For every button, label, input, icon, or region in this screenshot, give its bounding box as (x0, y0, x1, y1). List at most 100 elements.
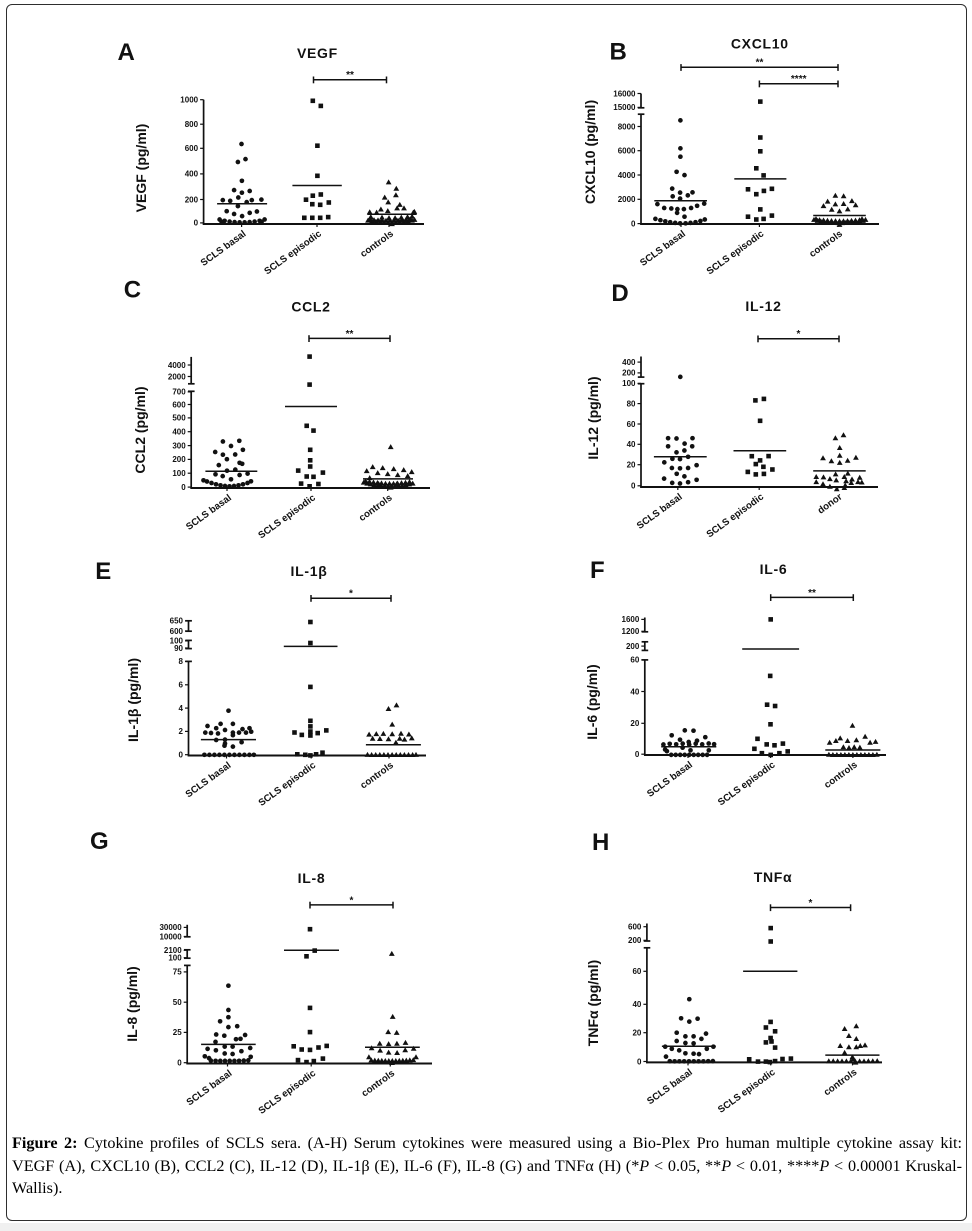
svg-text:controls: controls (807, 229, 844, 260)
svg-text:E: E (95, 558, 111, 585)
svg-text:****: **** (791, 74, 807, 85)
svg-text:2100: 2100 (164, 946, 182, 955)
svg-text:400: 400 (622, 358, 636, 367)
svg-text:SCLS episodic: SCLS episodic (705, 491, 767, 540)
svg-text:SCLS basal: SCLS basal (185, 1068, 235, 1108)
svg-text:500: 500 (172, 414, 186, 423)
svg-text:20: 20 (632, 1029, 641, 1038)
svg-text:600: 600 (185, 144, 199, 153)
svg-text:15000: 15000 (613, 103, 636, 112)
svg-text:2: 2 (179, 727, 184, 736)
svg-text:40: 40 (630, 687, 639, 696)
svg-text:0: 0 (631, 482, 636, 491)
svg-text:CCL2: CCL2 (291, 299, 330, 315)
svg-text:0: 0 (635, 750, 640, 759)
svg-text:50: 50 (173, 998, 182, 1007)
svg-text:650: 650 (170, 617, 184, 626)
svg-text:SCLS episodic: SCLS episodic (705, 228, 767, 277)
svg-text:0: 0 (637, 1057, 642, 1066)
svg-text:600: 600 (170, 627, 184, 636)
svg-text:0: 0 (194, 219, 199, 228)
svg-text:4: 4 (179, 704, 184, 713)
svg-text:*: * (350, 895, 354, 906)
svg-text:G: G (90, 828, 109, 855)
svg-text:600: 600 (172, 400, 186, 409)
svg-text:IL-1β (pg/ml): IL-1β (pg/ml) (125, 658, 141, 742)
svg-text:100: 100 (622, 379, 636, 388)
svg-text:SCLS episodic: SCLS episodic (257, 760, 319, 809)
svg-text:B: B (610, 38, 627, 65)
svg-text:60: 60 (632, 967, 641, 976)
svg-text:controls: controls (822, 1067, 859, 1098)
svg-text:60: 60 (627, 420, 636, 429)
svg-text:*: * (809, 898, 813, 909)
svg-text:controls: controls (822, 759, 859, 790)
svg-text:VEGF: VEGF (297, 45, 338, 61)
svg-text:CXCL10 (pg/ml): CXCL10 (pg/ml) (582, 100, 598, 204)
svg-text:IL-1β: IL-1β (291, 563, 328, 579)
svg-text:300: 300 (172, 441, 186, 450)
svg-text:20: 20 (630, 719, 639, 728)
svg-text:SCLS basal: SCLS basal (184, 760, 234, 800)
svg-text:*: * (349, 589, 353, 600)
svg-text:controls: controls (358, 229, 395, 260)
svg-text:20: 20 (627, 461, 636, 470)
svg-text:A: A (118, 39, 135, 66)
svg-text:200: 200 (172, 455, 186, 464)
svg-text:1600: 1600 (622, 615, 640, 624)
svg-text:TNFα: TNFα (754, 869, 793, 885)
svg-text:SCLS episodic: SCLS episodic (256, 492, 318, 541)
svg-text:controls: controls (357, 493, 394, 524)
svg-text:IL-6: IL-6 (760, 561, 788, 577)
svg-text:**: ** (346, 70, 354, 81)
svg-text:TNFα (pg/ml): TNFα (pg/ml) (585, 960, 601, 1046)
svg-text:16000: 16000 (613, 89, 636, 98)
svg-text:60: 60 (630, 656, 639, 665)
svg-text:700: 700 (172, 388, 186, 397)
svg-text:200: 200 (626, 642, 640, 651)
svg-text:400: 400 (172, 428, 186, 437)
svg-text:**: ** (756, 58, 764, 69)
svg-text:SCLS episodic: SCLS episodic (716, 759, 778, 808)
svg-text:0: 0 (631, 219, 636, 228)
svg-text:8: 8 (179, 657, 184, 666)
svg-text:8000: 8000 (618, 122, 636, 131)
svg-text:D: D (611, 280, 628, 307)
svg-text:SCLS episodic: SCLS episodic (257, 1068, 319, 1117)
svg-text:4000: 4000 (168, 361, 186, 370)
svg-text:600: 600 (628, 923, 642, 932)
svg-text:0: 0 (181, 483, 186, 492)
svg-text:SCLS basal: SCLS basal (635, 492, 685, 532)
svg-text:200: 200 (628, 936, 642, 945)
svg-text:40: 40 (627, 440, 636, 449)
svg-text:IL-6 (pg/ml): IL-6 (pg/ml) (584, 664, 600, 739)
svg-text:controls: controls (360, 1068, 397, 1099)
svg-text:2000: 2000 (618, 195, 636, 204)
svg-text:100: 100 (168, 954, 182, 963)
svg-text:200: 200 (622, 369, 636, 378)
svg-text:4000: 4000 (618, 171, 636, 180)
svg-text:VEGF (pg/ml): VEGF (pg/ml) (133, 124, 149, 213)
svg-text:H: H (592, 829, 609, 856)
svg-text:6: 6 (179, 681, 184, 690)
svg-text:C: C (124, 277, 141, 304)
svg-text:30000: 30000 (159, 923, 182, 932)
svg-text:SCLS basal: SCLS basal (199, 229, 249, 269)
svg-text:400: 400 (185, 170, 199, 179)
svg-text:SCLS basal: SCLS basal (638, 229, 688, 269)
svg-text:IL-12: IL-12 (745, 298, 781, 314)
svg-text:6000: 6000 (618, 147, 636, 156)
svg-text:1200: 1200 (622, 627, 640, 636)
svg-text:200: 200 (185, 195, 199, 204)
svg-text:IL-8: IL-8 (298, 870, 326, 886)
svg-text:SCLS episodic: SCLS episodic (716, 1067, 778, 1116)
svg-text:0: 0 (179, 751, 184, 760)
svg-text:SCLS basal: SCLS basal (645, 760, 695, 800)
svg-text:IL-8 (pg/ml): IL-8 (pg/ml) (124, 966, 140, 1041)
svg-text:CXCL10: CXCL10 (731, 36, 789, 52)
svg-text:IL-12 (pg/ml): IL-12 (pg/ml) (585, 376, 601, 459)
svg-text:1000: 1000 (180, 96, 198, 105)
svg-text:controls: controls (358, 760, 395, 791)
svg-text:SCLS basal: SCLS basal (645, 1067, 695, 1107)
svg-text:SCLS basal: SCLS basal (184, 493, 234, 533)
